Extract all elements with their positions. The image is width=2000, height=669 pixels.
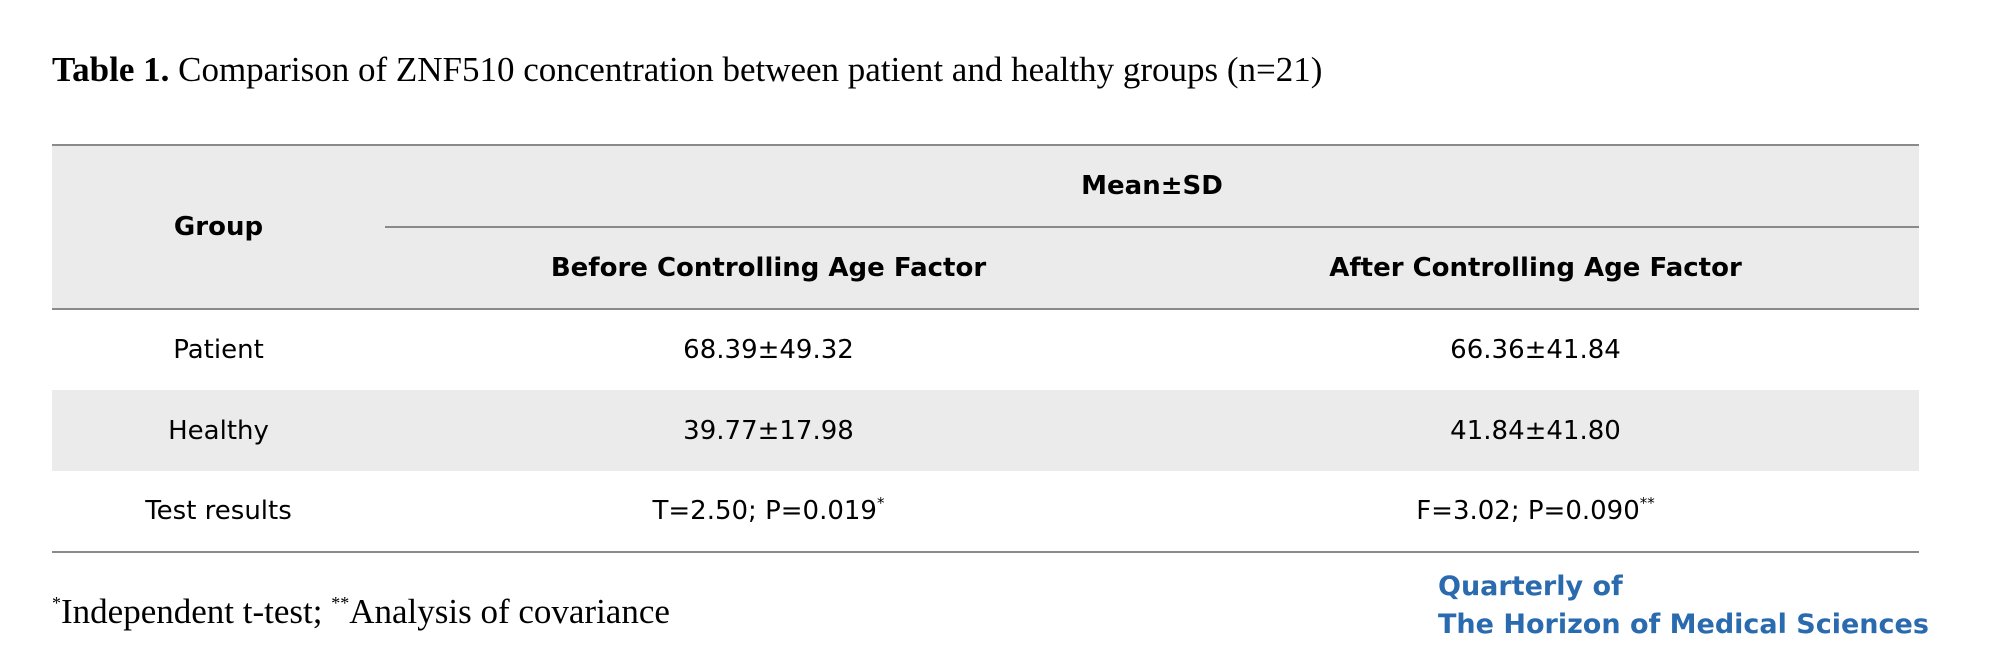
after-value: F=3.02; P=0.090	[1416, 496, 1640, 526]
header-row-1: Group Mean±SD	[52, 145, 1919, 242]
caption-text: Comparison of ZNF510 concentration betwe…	[178, 50, 1323, 89]
after-cell: F=3.02; P=0.090**	[1152, 471, 1919, 552]
mean-sd-header: Mean±SD	[385, 145, 1919, 228]
after-cell: 41.84±41.80	[1450, 415, 1621, 446]
footnote-mark-1: *	[52, 593, 61, 613]
table-caption: Table 1. Comparison of ZNF510 concentrat…	[52, 50, 1322, 90]
before-cell: 68.39±49.32	[683, 335, 854, 365]
group-cell: Patient	[173, 335, 264, 365]
group-cell: Healthy	[168, 415, 269, 446]
significance-mark: **	[1639, 494, 1655, 512]
logo-line-2: The Horizon of Medical Sciences	[1438, 609, 1929, 640]
table-row: Patient 68.39±49.32 66.36±41.84	[52, 309, 1919, 390]
before-value: T=2.50; P=0.019	[652, 496, 877, 526]
significance-mark: *	[876, 494, 885, 512]
after-cell: 66.36±41.84	[1450, 335, 1621, 365]
before-cell: T=2.50; P=0.019*	[385, 471, 1152, 552]
group-header: Group	[173, 212, 264, 242]
group-cell: Test results	[145, 496, 292, 526]
before-cell: 39.77±17.98	[683, 415, 854, 446]
caption-label: Table 1.	[52, 50, 170, 89]
logo-line-1: Quarterly of	[1438, 571, 1623, 602]
footnote-mark-2: **	[331, 593, 350, 613]
footnote-text-2: Analysis of covariance	[349, 592, 670, 631]
column-header-before: Before Controlling Age Factor	[550, 253, 987, 283]
table-footnote: *Independent t-test; **Analysis of covar…	[52, 592, 670, 632]
table-row: Test results T=2.50; P=0.019* F=3.02; P=…	[52, 471, 1919, 552]
footnote-text-1: Independent t-test;	[61, 592, 332, 631]
journal-logo: Quarterly of The Horizon of Medical Scie…	[1438, 568, 1929, 644]
column-header-after: After Controlling Age Factor	[1329, 253, 1742, 283]
table-row: Healthy 39.77±17.98 41.84±41.80	[52, 390, 1919, 471]
results-table: Group Mean±SD Before Controlling Age Fac…	[52, 144, 1919, 553]
